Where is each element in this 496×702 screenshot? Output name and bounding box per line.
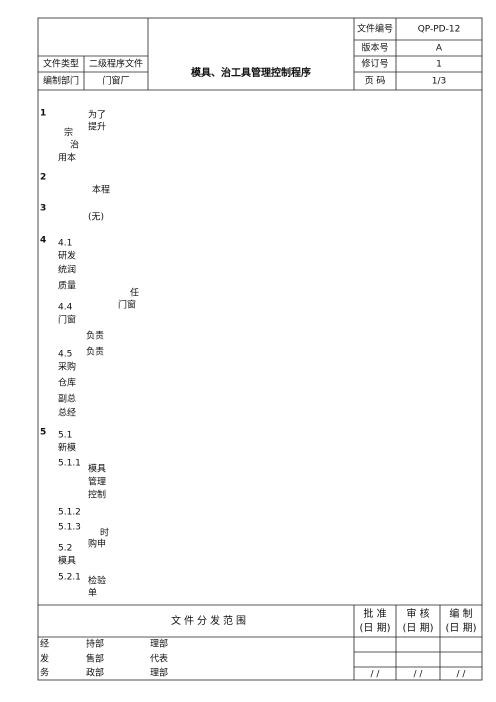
- field-value: 门窗厂: [102, 75, 129, 87]
- body-text: 任: [130, 287, 139, 299]
- field-value: 二级程序文件: [89, 58, 143, 70]
- body-text: 新模: [58, 442, 76, 454]
- body-text: 5.1: [58, 431, 72, 441]
- body-text: 5.2.1: [58, 573, 81, 583]
- distribution-cell: 持部: [86, 638, 104, 650]
- approval-role: 审 核: [406, 607, 429, 620]
- distribution-cell: 理部: [150, 667, 168, 679]
- body-text: 管理: [88, 476, 106, 488]
- doc-title: 模具、治工具管理控制程序: [191, 66, 311, 79]
- distribution-cell: 代表: [150, 653, 168, 665]
- body-text: 宗: [64, 127, 73, 139]
- body-text: 5: [40, 428, 46, 438]
- body-text: 治: [70, 139, 79, 151]
- footer-title: 文件分发范围: [171, 614, 249, 627]
- body-text: 负责: [86, 330, 104, 342]
- meta-label: 版本号: [361, 42, 388, 54]
- body-text: 模具: [88, 464, 106, 475]
- body-text: 统润: [58, 264, 76, 276]
- signature-date: / /: [371, 670, 381, 680]
- meta-value: 1: [436, 60, 442, 70]
- meta-value: QP-PD-12: [418, 25, 461, 35]
- distribution-cell: 务: [40, 667, 49, 679]
- approval-date: (日 期): [403, 622, 434, 634]
- body-text: 1: [40, 109, 46, 119]
- body-text: 时: [100, 527, 109, 539]
- frame: [37, 17, 483, 681]
- body-text: 5.1.2: [58, 508, 81, 518]
- body-text: 负责: [86, 346, 104, 358]
- field-label: 文件类型: [43, 58, 79, 70]
- body-text: 提升: [88, 122, 106, 133]
- signature-date: / /: [457, 670, 467, 680]
- body-text: 检验: [88, 575, 106, 587]
- body-text: 购申: [88, 538, 106, 550]
- distribution-cell: 售部: [86, 653, 104, 665]
- body-text: 为了: [88, 109, 106, 121]
- body-text: 2: [40, 173, 46, 183]
- body-text: 5.1.1: [58, 459, 81, 469]
- approval-role: 批 准: [363, 607, 386, 620]
- body-text: 4.4: [58, 303, 73, 313]
- distribution-cell: 政部: [86, 667, 104, 679]
- body-text: 副总: [58, 393, 76, 405]
- body-text: 门窗: [118, 299, 136, 311]
- meta-label: 修订号: [361, 58, 388, 70]
- body-text: 本程: [92, 184, 110, 196]
- body-text: 仓库: [58, 377, 76, 389]
- body-text: 单: [88, 587, 97, 599]
- body-text: 模具: [58, 556, 76, 567]
- distribution-cell: 发: [40, 653, 49, 665]
- body-text: 4: [40, 236, 46, 246]
- body-text: 研发: [58, 250, 76, 262]
- meta-value: A: [436, 44, 443, 54]
- approval-date: (日 期): [360, 622, 391, 634]
- body-text: 质量: [58, 280, 76, 292]
- distribution-cell: 理部: [150, 638, 168, 650]
- meta-value: 1/3: [432, 77, 446, 87]
- approval-role: 编 制: [449, 607, 472, 620]
- body-text: (无): [88, 212, 104, 223]
- body-text: 4.1: [58, 239, 72, 249]
- body-text: 采购: [58, 361, 76, 373]
- body-text: 用本: [58, 152, 76, 164]
- body-text: 5.2: [58, 544, 72, 554]
- body-text: 控制: [88, 489, 106, 501]
- body-text: 4.5: [58, 350, 72, 360]
- approval-date: (日 期): [446, 622, 477, 634]
- field-label: 编制部门: [43, 75, 79, 87]
- body-text: 总经: [58, 407, 76, 419]
- distribution-cell: 经: [40, 638, 49, 650]
- meta-label: 页 码: [365, 76, 386, 87]
- signature-date: / /: [414, 670, 424, 680]
- body-text: 3: [40, 204, 46, 214]
- body-text: 门窗: [58, 314, 76, 326]
- body-text: 5.1.3: [58, 523, 81, 533]
- meta-label: 文件编号: [357, 23, 393, 35]
